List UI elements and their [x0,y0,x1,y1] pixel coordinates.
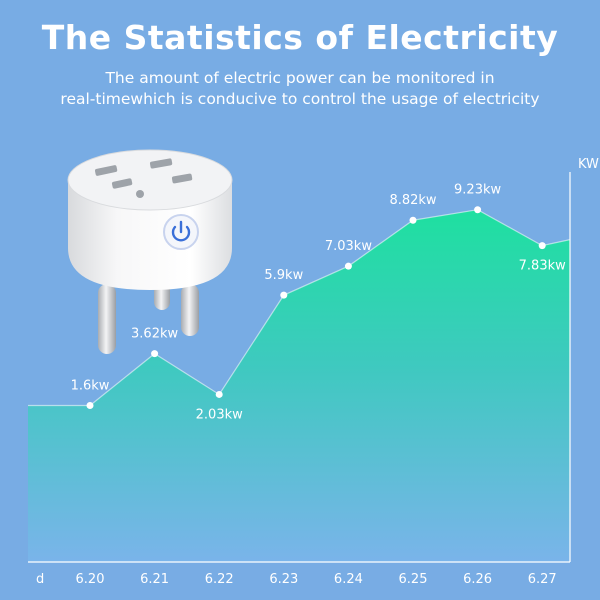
x-tick-label: 6.26 [463,572,492,587]
data-label: 9.23kw [454,183,501,198]
data-label: 3.62kw [131,327,178,342]
data-point [215,390,223,398]
data-point [86,401,94,409]
x-tick-label: 6.24 [334,572,363,587]
data-point [151,350,159,358]
data-label: 2.03kw [196,407,243,422]
series-line [28,209,571,407]
subtitle-line-1: The amount of electric power can be moni… [105,69,495,87]
data-point [344,262,352,270]
data-label: 7.03kw [325,239,372,254]
area-series [28,209,570,562]
data-point [280,291,288,299]
x-tick-label: 6.21 [140,572,169,587]
data-label: 1.6kw [71,378,110,393]
data-label: 8.82kw [389,193,436,208]
y-axis-label: KW [578,157,599,172]
data-point [538,242,546,250]
x-tick-label: 6.22 [205,572,234,587]
x-tick-label: 6.27 [528,572,557,587]
data-point [409,216,417,224]
data-label: 5.9kw [264,268,303,283]
x-tick-label: 6.25 [399,572,428,587]
page-title: The Statistics of Electricity [41,18,559,57]
power-button-icon [163,214,199,250]
subtitle-line-2: real-timewhich is conducive to control t… [60,90,540,108]
data-label: 7.83kw [519,259,566,274]
data-point [474,206,482,214]
x-tick-label: 6.23 [269,572,298,587]
x-tick-label: 6.20 [76,572,105,587]
x-axis-label: d [36,572,44,587]
